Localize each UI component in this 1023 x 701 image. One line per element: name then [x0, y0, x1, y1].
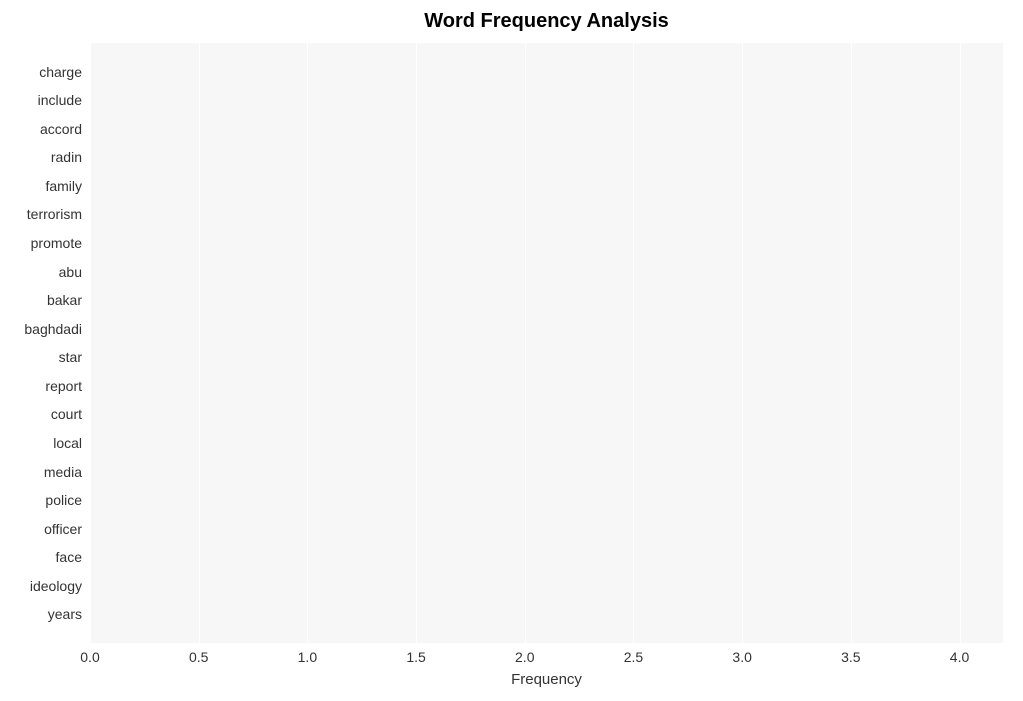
- y-tick-label: ideology: [30, 578, 90, 594]
- y-tick-label: bakar: [47, 292, 90, 308]
- grid-vline: [416, 43, 417, 643]
- y-tick-label: family: [45, 178, 90, 194]
- x-tick: 0.0: [80, 643, 99, 665]
- y-tick-label: include: [38, 92, 90, 108]
- grid-vline: [633, 43, 634, 643]
- grid-vline: [960, 43, 961, 643]
- grid-vline: [307, 43, 308, 643]
- y-tick-label: report: [45, 378, 90, 394]
- y-tick-label: years: [48, 606, 90, 622]
- y-tick-label: abu: [59, 264, 90, 280]
- word-frequency-chart: Word Frequency Analysis Frequency 0.00.5…: [0, 0, 1023, 701]
- y-tick-label: terrorism: [27, 206, 90, 222]
- y-tick-label: court: [51, 406, 90, 422]
- x-tick: 3.5: [841, 643, 860, 665]
- plot-area: Frequency 0.00.51.01.52.02.53.03.54.0cha…: [90, 43, 1003, 643]
- y-tick-label: police: [45, 492, 90, 508]
- grid-vline: [90, 43, 91, 643]
- y-tick-label: local: [53, 435, 90, 451]
- x-tick: 4.0: [950, 643, 969, 665]
- chart-title: Word Frequency Analysis: [90, 10, 1003, 33]
- y-tick-label: media: [44, 464, 90, 480]
- x-tick: 0.5: [189, 643, 208, 665]
- grid-vline: [525, 43, 526, 643]
- grid-vline: [199, 43, 200, 643]
- x-tick: 1.0: [298, 643, 317, 665]
- y-tick-label: star: [59, 349, 90, 365]
- x-tick: 2.5: [624, 643, 643, 665]
- x-tick: 2.0: [515, 643, 534, 665]
- grid-vline: [851, 43, 852, 643]
- y-tick-label: officer: [44, 521, 90, 537]
- y-tick-label: promote: [31, 235, 90, 251]
- y-tick-label: accord: [40, 121, 90, 137]
- y-tick-label: charge: [39, 64, 90, 80]
- grid-vline: [742, 43, 743, 643]
- y-tick-label: baghdadi: [24, 321, 90, 337]
- x-tick: 3.0: [732, 643, 751, 665]
- y-tick-label: face: [56, 549, 90, 565]
- x-tick: 1.5: [406, 643, 425, 665]
- y-tick-label: radin: [51, 149, 90, 165]
